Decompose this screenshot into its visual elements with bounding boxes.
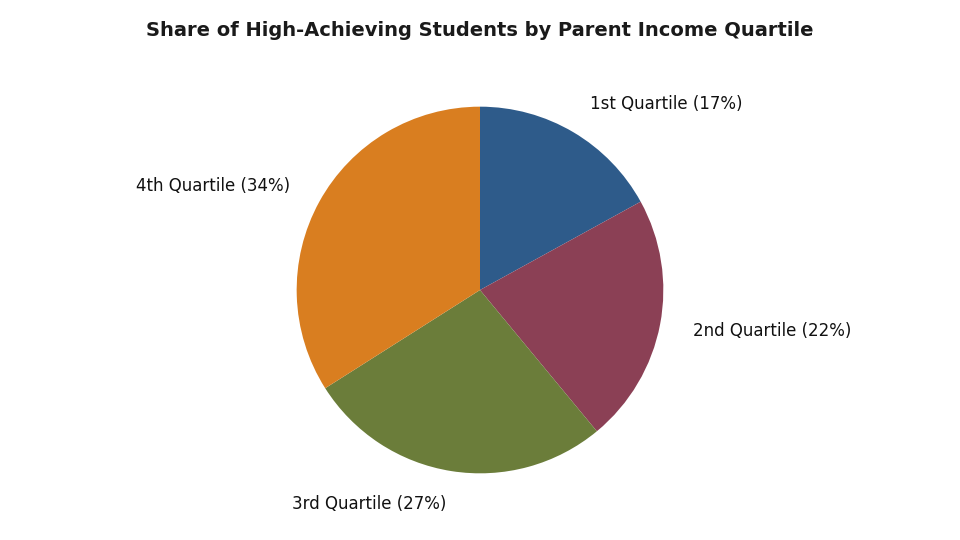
Wedge shape bbox=[480, 107, 640, 290]
Title: Share of High-Achieving Students by Parent Income Quartile: Share of High-Achieving Students by Pare… bbox=[146, 21, 814, 40]
Wedge shape bbox=[480, 201, 663, 431]
Text: 4th Quartile (34%): 4th Quartile (34%) bbox=[136, 177, 291, 195]
Text: 1st Quartile (17%): 1st Quartile (17%) bbox=[590, 95, 743, 113]
Text: 2nd Quartile (22%): 2nd Quartile (22%) bbox=[692, 321, 851, 340]
Text: 3rd Quartile (27%): 3rd Quartile (27%) bbox=[292, 495, 446, 512]
Wedge shape bbox=[325, 290, 597, 474]
Wedge shape bbox=[297, 107, 480, 388]
